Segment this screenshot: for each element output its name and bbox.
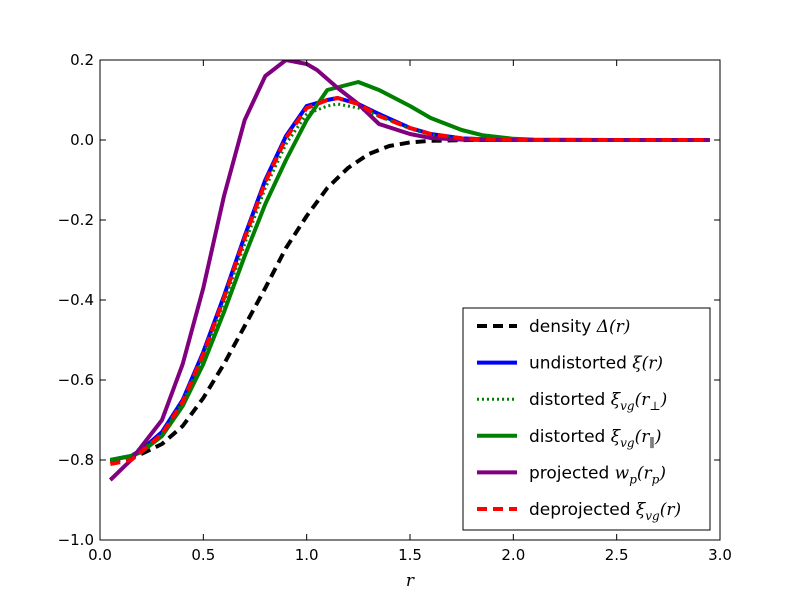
legend-label-subscript: p — [629, 472, 637, 486]
legend-label-text: projected — [529, 463, 615, 483]
y-tick-label: 0.0 — [70, 131, 94, 149]
legend-label-5: deprojected ξvg(r) — [529, 500, 681, 523]
legend-label-arg: (r — [637, 463, 653, 483]
y-tick-label: −0.8 — [58, 451, 94, 469]
y-tick-label: 0.2 — [70, 51, 94, 69]
x-tick-label: 2.0 — [501, 546, 525, 564]
legend-label-close: ) — [658, 463, 666, 483]
x-tick-label: 0.0 — [88, 546, 112, 564]
legend-label-0: density Δ(r) — [529, 317, 630, 337]
x-axis-label: r — [406, 571, 415, 591]
series-line-3 — [109, 80, 710, 462]
y-tick-label: −0.4 — [58, 291, 94, 309]
legend-label-subscript: vg — [620, 399, 635, 413]
legend-label-text: distorted — [529, 390, 611, 410]
x-tick-label: 3.0 — [708, 546, 732, 564]
legend-label-subscript: vg — [620, 436, 635, 450]
y-tick-label: −0.6 — [58, 371, 94, 389]
legend-label-arg: (r) — [660, 500, 681, 520]
legend-label-text: undistorted — [529, 354, 632, 374]
axes: 0.0 0.5 1.0 1.5 2.0 2.5 3.0 −1.0 −0.8 −0.6 −0.4 −0.… — [58, 51, 732, 591]
legend-label-text: deprojected — [529, 500, 636, 520]
legend-label-math: Δ(r) — [596, 317, 631, 337]
series-line-4 — [108, 60, 710, 482]
legend-label-subscript-2: ∥ — [649, 436, 655, 450]
legend-label-math: ξ — [636, 500, 647, 520]
legend-label-math: ξ(r) — [632, 354, 663, 374]
legend-label-close: ) — [654, 427, 662, 447]
x-tick-label: 0.5 — [191, 546, 215, 564]
legend-label-4: projected wp(rp) — [529, 463, 666, 486]
plot-area — [108, 60, 710, 482]
legend-label-arg: (r — [635, 427, 651, 447]
legend-label-2: distorted ξvg(r⊥) — [529, 390, 667, 413]
legend-label-math: w — [615, 463, 630, 483]
y-tick-label: −0.2 — [58, 211, 94, 229]
x-tick-label: 1.5 — [398, 546, 422, 564]
legend-label-subscript-2: ⊥ — [649, 399, 660, 413]
legend-label-text: distorted — [529, 427, 611, 447]
x-tick-label: 1.0 — [295, 546, 319, 564]
legend: density Δ(r)undistorted ξ(r)distorted ξv… — [462, 307, 711, 531]
series-line-5 — [109, 96, 710, 466]
legend-label-3: distorted ξvg(r∥) — [529, 427, 662, 450]
legend-label-subscript-2: p — [652, 472, 660, 486]
legend-box — [462, 307, 711, 531]
legend-label-arg: (r — [635, 390, 651, 410]
y-tick-label: −1.0 — [58, 531, 94, 549]
legend-label-close: ) — [660, 390, 668, 410]
x-tick-label: 2.5 — [605, 546, 629, 564]
legend-label-math: ξ — [611, 390, 622, 410]
legend-label-math: ξ — [611, 427, 622, 447]
legend-label-text: density — [529, 317, 597, 337]
legend-label-subscript: vg — [645, 509, 660, 523]
legend-label-1: undistorted ξ(r) — [529, 354, 663, 374]
